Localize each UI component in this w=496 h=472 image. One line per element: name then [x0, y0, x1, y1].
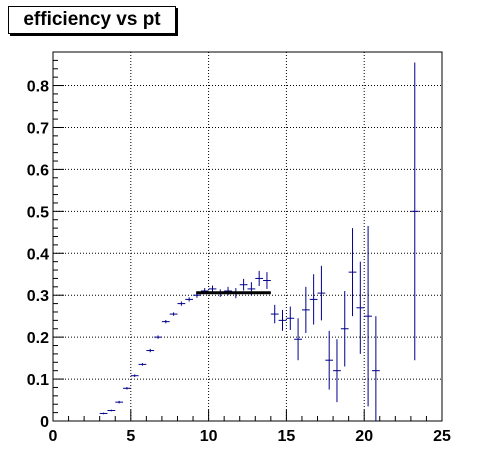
y-tick-label: 0.2 — [27, 330, 49, 347]
y-tick-label: 0.5 — [27, 204, 49, 221]
data-point — [364, 226, 372, 407]
y-tick-label: 0.1 — [27, 372, 49, 389]
y-tick-label: 0.7 — [27, 120, 49, 137]
plot-frame-rect — [52, 51, 443, 422]
data-point — [146, 348, 155, 353]
x-tick-label: 25 — [433, 428, 451, 445]
grid-lines — [53, 52, 442, 421]
x-tick-label: 10 — [200, 428, 218, 445]
data-point — [138, 363, 147, 366]
data-point — [294, 318, 302, 361]
y-tick-label: 0 — [40, 414, 49, 431]
data-point — [270, 304, 279, 324]
data-point — [169, 312, 178, 316]
axes: 0 5 10 15 20 25 0 0.1 0.2 0.3 0.4 0.5 0.6 0.7 0.8 — [27, 51, 451, 445]
data-point — [333, 339, 341, 403]
y-tick-label: 0.6 — [27, 162, 49, 179]
data-point — [130, 374, 139, 377]
data-point — [309, 274, 318, 325]
y-tick-label: 0.4 — [27, 246, 49, 263]
data-point — [99, 412, 108, 415]
data-point — [371, 316, 380, 421]
data-point — [239, 278, 248, 291]
data-point — [185, 297, 194, 302]
x-tick-label: 0 — [49, 428, 58, 445]
y-tick-label: 0.3 — [27, 288, 49, 305]
data-point — [177, 301, 186, 306]
data-points — [99, 62, 419, 421]
data-point — [208, 285, 217, 293]
chart-title-box: efficiency vs pt — [8, 6, 176, 34]
data-point — [410, 62, 419, 361]
data-point — [115, 400, 124, 404]
data-point — [301, 286, 310, 333]
chart-title: efficiency vs pt — [23, 9, 161, 30]
data-point — [107, 409, 116, 412]
data-point — [348, 228, 357, 317]
data-point — [325, 330, 334, 390]
data-point — [154, 335, 162, 339]
data-point — [255, 270, 264, 286]
data-point — [317, 265, 326, 321]
data-point — [356, 261, 365, 354]
data-point — [123, 387, 131, 390]
data-point — [263, 272, 271, 289]
plot-frame — [52, 51, 443, 422]
x-tick-label: 5 — [126, 428, 135, 445]
data-point — [278, 309, 287, 331]
y-tick-label: 0.8 — [27, 79, 49, 96]
data-point — [286, 306, 295, 331]
x-tick-label: 15 — [278, 428, 296, 445]
data-point — [161, 319, 170, 324]
x-tick-label: 20 — [355, 428, 373, 445]
data-point — [340, 291, 349, 367]
